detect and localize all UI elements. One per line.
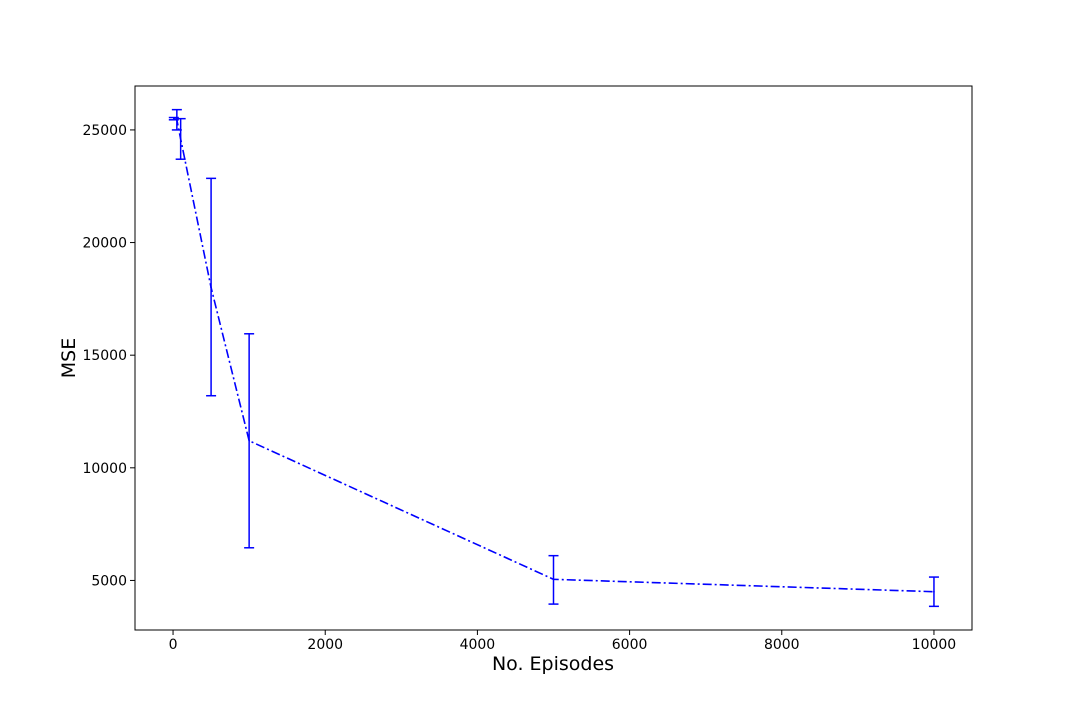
data-point bbox=[173, 117, 175, 120]
y-axis-label: MSE bbox=[58, 338, 80, 378]
x-tick-label: 6000 bbox=[612, 637, 648, 653]
y-tick-label: 15000 bbox=[82, 348, 127, 364]
data-point bbox=[210, 286, 212, 289]
y-tick-label: 20000 bbox=[82, 236, 127, 252]
data-point bbox=[179, 138, 182, 140]
y-tick-label: 25000 bbox=[82, 123, 127, 139]
x-tick-label: 2000 bbox=[307, 637, 343, 653]
axes-frame bbox=[134, 85, 973, 631]
x-tick-label: 8000 bbox=[764, 637, 800, 653]
data-point bbox=[552, 578, 555, 581]
y-tick-label: 10000 bbox=[82, 461, 127, 477]
y-tick-label: 5000 bbox=[91, 573, 127, 589]
axes bbox=[134, 85, 973, 631]
x-axis-label: No. Episodes bbox=[492, 653, 614, 675]
data-point bbox=[248, 439, 250, 442]
x-tick-label: 10000 bbox=[912, 637, 957, 653]
data-point bbox=[176, 118, 178, 121]
x-tick-label: 4000 bbox=[460, 637, 496, 653]
x-tick-label: 0 bbox=[169, 637, 178, 653]
data-point bbox=[933, 590, 935, 593]
plot-area bbox=[168, 108, 939, 608]
ticks: 0 2000 4000 6000 8000 10000 5000 10000 15000 2000… bbox=[82, 123, 956, 653]
